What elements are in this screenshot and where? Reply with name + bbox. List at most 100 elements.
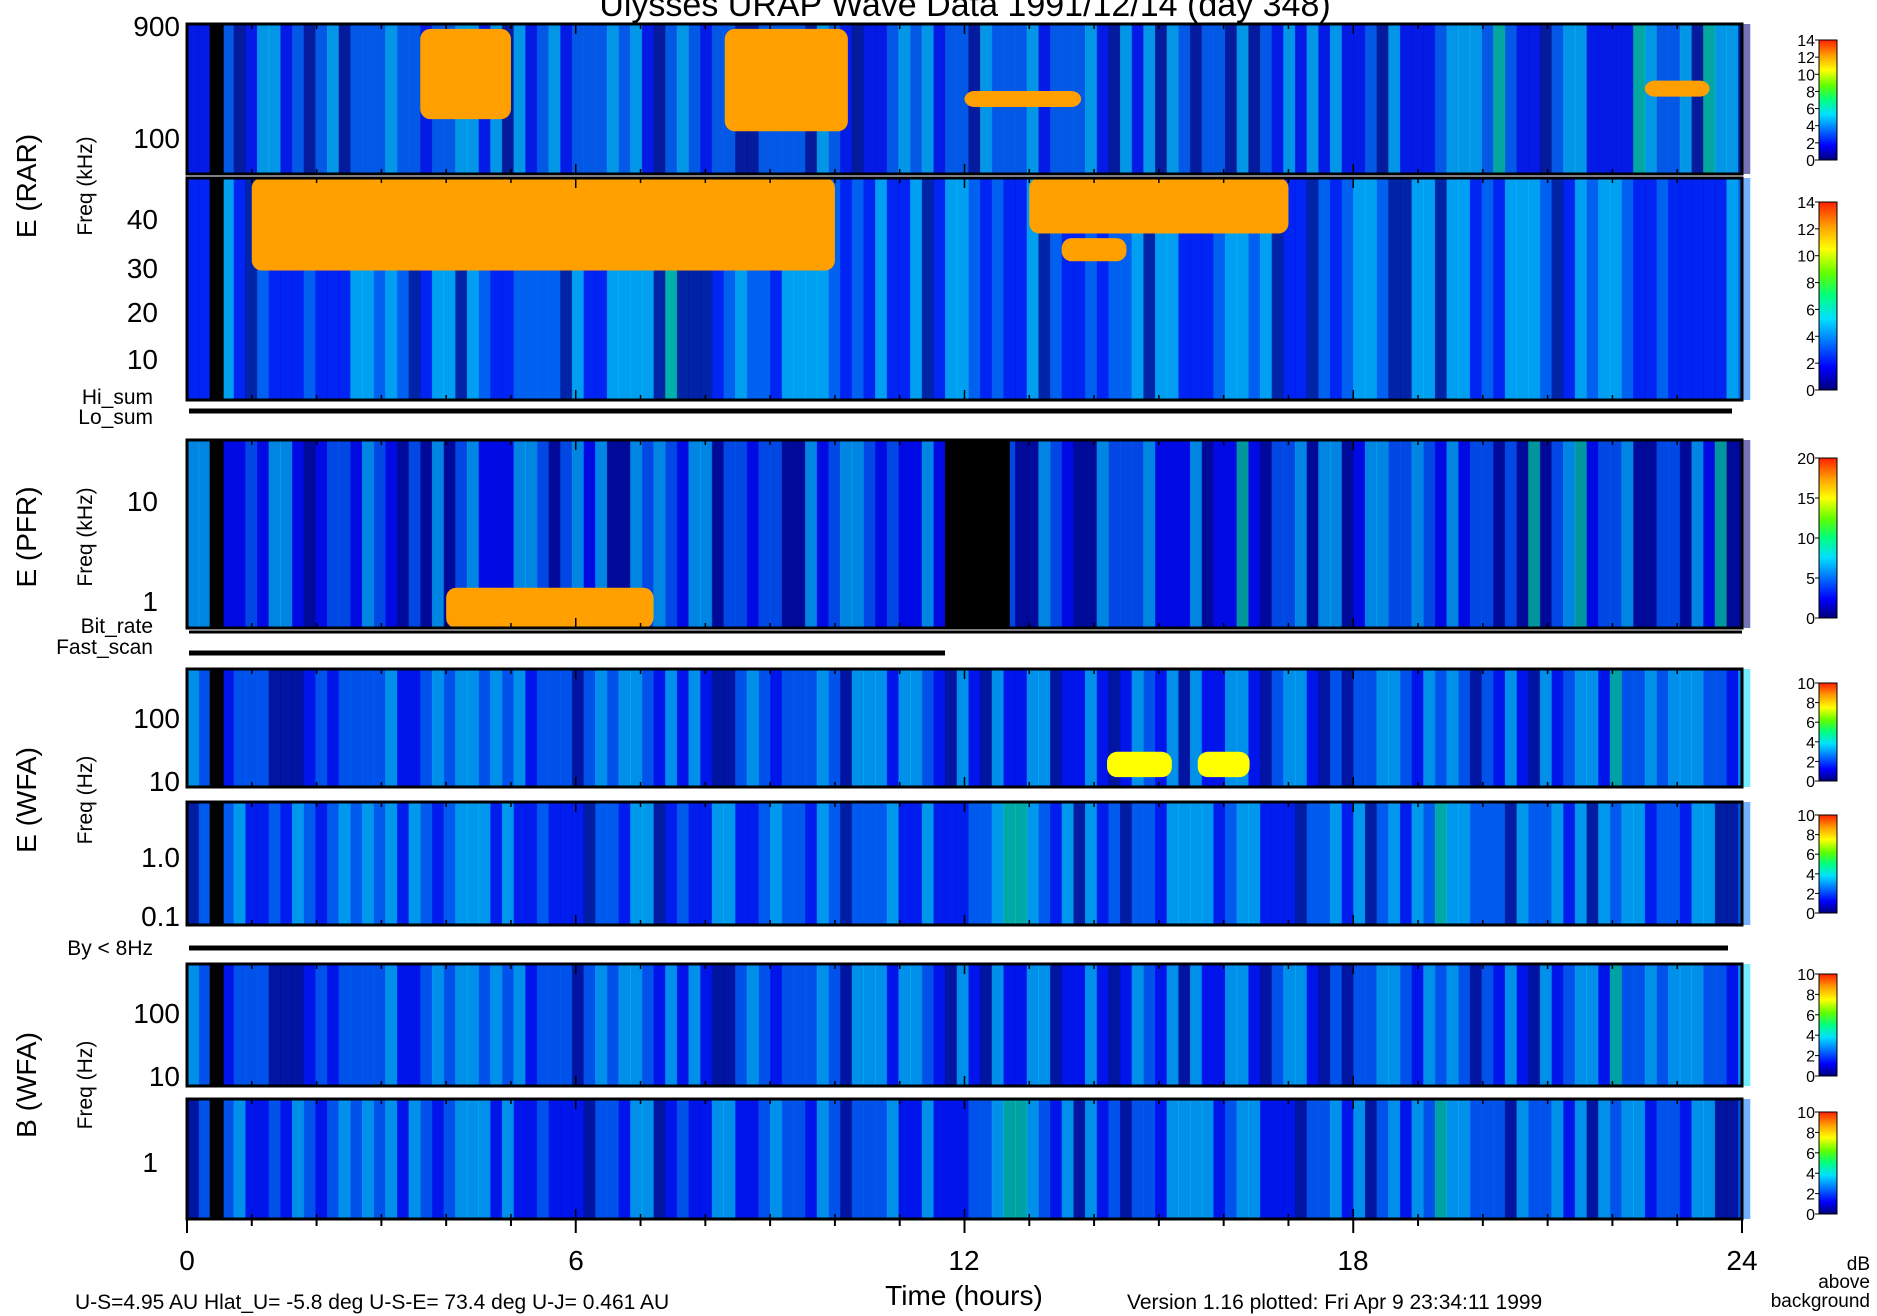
texture-column (326, 964, 340, 1086)
texture-column (501, 669, 515, 787)
texture-column (1166, 1099, 1179, 1219)
texture-column (1364, 802, 1378, 925)
texture-column (1423, 964, 1436, 1086)
texture-column (840, 802, 853, 925)
texture-column (1236, 1099, 1249, 1219)
texture-column (1271, 24, 1284, 174)
texture-column (665, 24, 678, 174)
texture-column (536, 669, 550, 787)
texture-column (735, 1099, 748, 1219)
texture-column (361, 669, 375, 787)
texture-column (1609, 440, 1622, 628)
texture-column (1306, 802, 1319, 925)
texture-column (291, 802, 305, 925)
texture-column (1516, 964, 1529, 1086)
texture-column (921, 964, 934, 1086)
texture-column (1283, 178, 1296, 400)
texture-column (1341, 440, 1354, 628)
texture-column (1376, 669, 1389, 787)
emission-feature (420, 28, 511, 120)
texture-column (1726, 669, 1739, 787)
texture-column (1096, 802, 1109, 925)
texture-column (898, 1099, 911, 1219)
texture-column (350, 440, 363, 628)
texture-column (770, 1099, 783, 1219)
texture-column (1306, 669, 1319, 787)
texture-column (1131, 1099, 1144, 1219)
texture-column (420, 802, 433, 925)
texture-column (1108, 440, 1121, 628)
texture-column (1353, 669, 1366, 787)
ytick-label: 900 (133, 11, 180, 42)
texture-column (1003, 802, 1016, 925)
texture-column (840, 669, 853, 787)
texture-column (513, 669, 526, 787)
texture-column (805, 440, 818, 628)
colorbar-tick-label: 20 (1797, 451, 1815, 468)
texture-column (676, 669, 689, 787)
texture-column (420, 1099, 433, 1219)
texture-column (1271, 964, 1284, 1086)
texture-column (1085, 1099, 1098, 1219)
texture-column (443, 669, 456, 787)
texture-column (1539, 24, 1553, 174)
texture-column (326, 1099, 340, 1219)
colorbar-pfr (1818, 457, 1838, 619)
texture-column (571, 669, 585, 787)
texture-column (1469, 669, 1483, 787)
texture-column (1189, 1099, 1203, 1219)
texture-column (1586, 440, 1599, 628)
texture-column (781, 802, 794, 925)
texture-column (1714, 964, 1727, 1086)
texture-column (910, 1099, 923, 1219)
texture-column (1108, 964, 1121, 1086)
texture-column (1691, 24, 1704, 174)
texture-column (1563, 669, 1576, 787)
texture-column (1528, 802, 1541, 925)
texture-column (1551, 802, 1564, 925)
texture-column (303, 1099, 316, 1219)
texture-column (1073, 964, 1086, 1086)
texture-column (256, 24, 270, 174)
texture-column (1504, 440, 1518, 628)
texture-column (1120, 24, 1133, 174)
texture-column (1213, 802, 1226, 925)
texture-column (676, 964, 689, 1086)
colorbar-tick-label: 2 (1806, 136, 1815, 153)
texture-column (478, 669, 491, 787)
texture-column (875, 178, 888, 400)
texture-column (198, 802, 211, 925)
texture-column (1633, 964, 1646, 1086)
texture-column (606, 802, 620, 925)
texture-column (805, 802, 818, 925)
colorbar-tick-label: 4 (1806, 329, 1815, 346)
texture-column (1411, 1099, 1424, 1219)
texture-column (1574, 24, 1587, 174)
texture-column (1528, 440, 1541, 628)
colorbar-tick-label: 10 (1797, 531, 1815, 548)
texture-column (1003, 1099, 1016, 1219)
texture-column (1679, 1099, 1692, 1219)
texture-column (828, 1099, 841, 1219)
colorbar-tick-label: 14 (1797, 195, 1815, 212)
texture-column (350, 964, 363, 1086)
texture-column (280, 669, 293, 787)
texture-column (361, 1099, 375, 1219)
texture-column (933, 669, 946, 787)
texture-column (641, 669, 654, 787)
texture-column (326, 802, 340, 925)
fast-scan-label: Fast_scan (56, 636, 153, 659)
texture-column (583, 669, 596, 787)
texture-column (921, 669, 934, 787)
texture-column (688, 964, 701, 1086)
texture-column (1399, 24, 1413, 174)
texture-column (1364, 669, 1378, 787)
texture-column (1563, 1099, 1576, 1219)
texture-column (1714, 24, 1727, 174)
texture-column (1528, 964, 1541, 1086)
texture-column (1656, 440, 1669, 628)
texture-column (665, 1099, 678, 1219)
texture-column (455, 1099, 468, 1219)
texture-column (793, 669, 806, 787)
panel-rar-low (185, 176, 1751, 402)
